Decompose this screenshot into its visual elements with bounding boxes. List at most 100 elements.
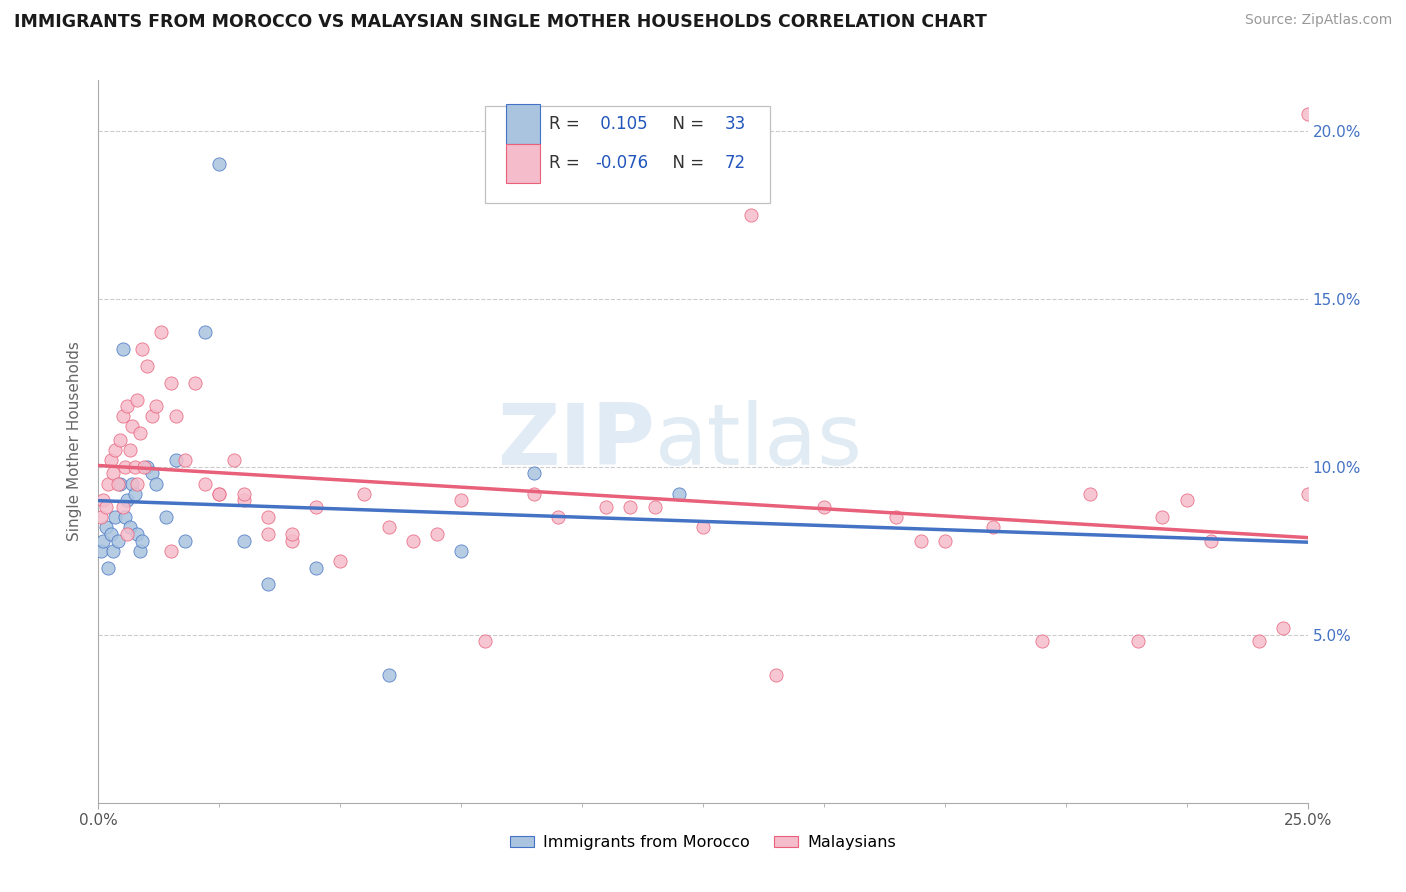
Point	[377, 668, 399, 682]
Point	[91, 533, 114, 548]
Point	[111, 342, 134, 356]
Point	[121, 419, 143, 434]
Point	[127, 476, 149, 491]
FancyBboxPatch shape	[506, 103, 540, 144]
Point	[813, 500, 835, 514]
Point	[117, 493, 139, 508]
Y-axis label: Single Mother Households: Single Mother Households	[67, 342, 83, 541]
Text: N =: N =	[662, 115, 709, 133]
Point	[100, 527, 122, 541]
Point	[117, 527, 139, 541]
Point	[1128, 634, 1150, 648]
Point	[100, 453, 122, 467]
Point	[131, 342, 153, 356]
Point	[329, 554, 352, 568]
Point	[256, 527, 278, 541]
Point	[141, 467, 163, 481]
Point	[108, 433, 131, 447]
Point	[104, 442, 127, 457]
Point	[256, 510, 278, 524]
Point	[256, 577, 278, 591]
Point	[101, 543, 124, 558]
Point	[765, 668, 787, 682]
Point	[141, 409, 163, 424]
Point	[128, 426, 150, 441]
Point	[111, 409, 134, 424]
Point	[108, 476, 131, 491]
Point	[402, 533, 425, 548]
Point	[1272, 621, 1295, 635]
Point	[160, 543, 183, 558]
Point	[184, 376, 207, 390]
Point	[107, 476, 129, 491]
Point	[208, 486, 231, 500]
Point	[118, 442, 141, 457]
Point	[121, 476, 143, 491]
Point	[305, 500, 328, 514]
Point	[104, 510, 127, 524]
Point	[547, 510, 569, 524]
Point	[90, 543, 112, 558]
Point	[101, 467, 124, 481]
Point	[165, 453, 187, 467]
Point	[97, 560, 120, 574]
Point	[91, 493, 114, 508]
Point	[94, 500, 117, 514]
Point	[145, 399, 167, 413]
Point	[127, 527, 149, 541]
Point	[94, 520, 117, 534]
Point	[1199, 533, 1222, 548]
Point	[134, 459, 156, 474]
Text: 33: 33	[724, 115, 747, 133]
Point	[160, 376, 183, 390]
Point	[305, 560, 328, 574]
Point	[135, 359, 157, 373]
Text: 0.105: 0.105	[595, 115, 648, 133]
Point	[1296, 486, 1319, 500]
Point	[281, 527, 304, 541]
Point	[131, 533, 153, 548]
Point	[114, 510, 136, 524]
Point	[668, 486, 690, 500]
Point	[128, 543, 150, 558]
Text: R =: R =	[550, 154, 585, 172]
Point	[1296, 107, 1319, 121]
Point	[595, 500, 617, 514]
Point	[174, 533, 197, 548]
Point	[135, 459, 157, 474]
Point	[124, 459, 146, 474]
Point	[523, 486, 546, 500]
Text: -0.076: -0.076	[595, 154, 648, 172]
Point	[692, 520, 714, 534]
Point	[281, 533, 304, 548]
Legend: Immigrants from Morocco, Malaysians: Immigrants from Morocco, Malaysians	[503, 829, 903, 856]
FancyBboxPatch shape	[506, 144, 540, 183]
Point	[124, 486, 146, 500]
Point	[194, 476, 217, 491]
Text: 72: 72	[724, 154, 747, 172]
Text: N =: N =	[662, 154, 709, 172]
Text: R =: R =	[550, 115, 585, 133]
Point	[208, 486, 231, 500]
Point	[117, 399, 139, 413]
Point	[1152, 510, 1174, 524]
Point	[90, 510, 112, 524]
Point	[127, 392, 149, 407]
Point	[474, 634, 496, 648]
Text: atlas: atlas	[655, 400, 863, 483]
Point	[934, 533, 956, 548]
Point	[619, 500, 641, 514]
Point	[1175, 493, 1198, 508]
Point	[232, 493, 254, 508]
Point	[232, 486, 254, 500]
Point	[353, 486, 375, 500]
Point	[222, 453, 245, 467]
Point	[118, 520, 141, 534]
Point	[150, 326, 173, 340]
Point	[981, 520, 1004, 534]
Point	[523, 467, 546, 481]
Point	[208, 157, 231, 171]
Point	[97, 476, 120, 491]
Point	[111, 500, 134, 514]
Point	[1078, 486, 1101, 500]
